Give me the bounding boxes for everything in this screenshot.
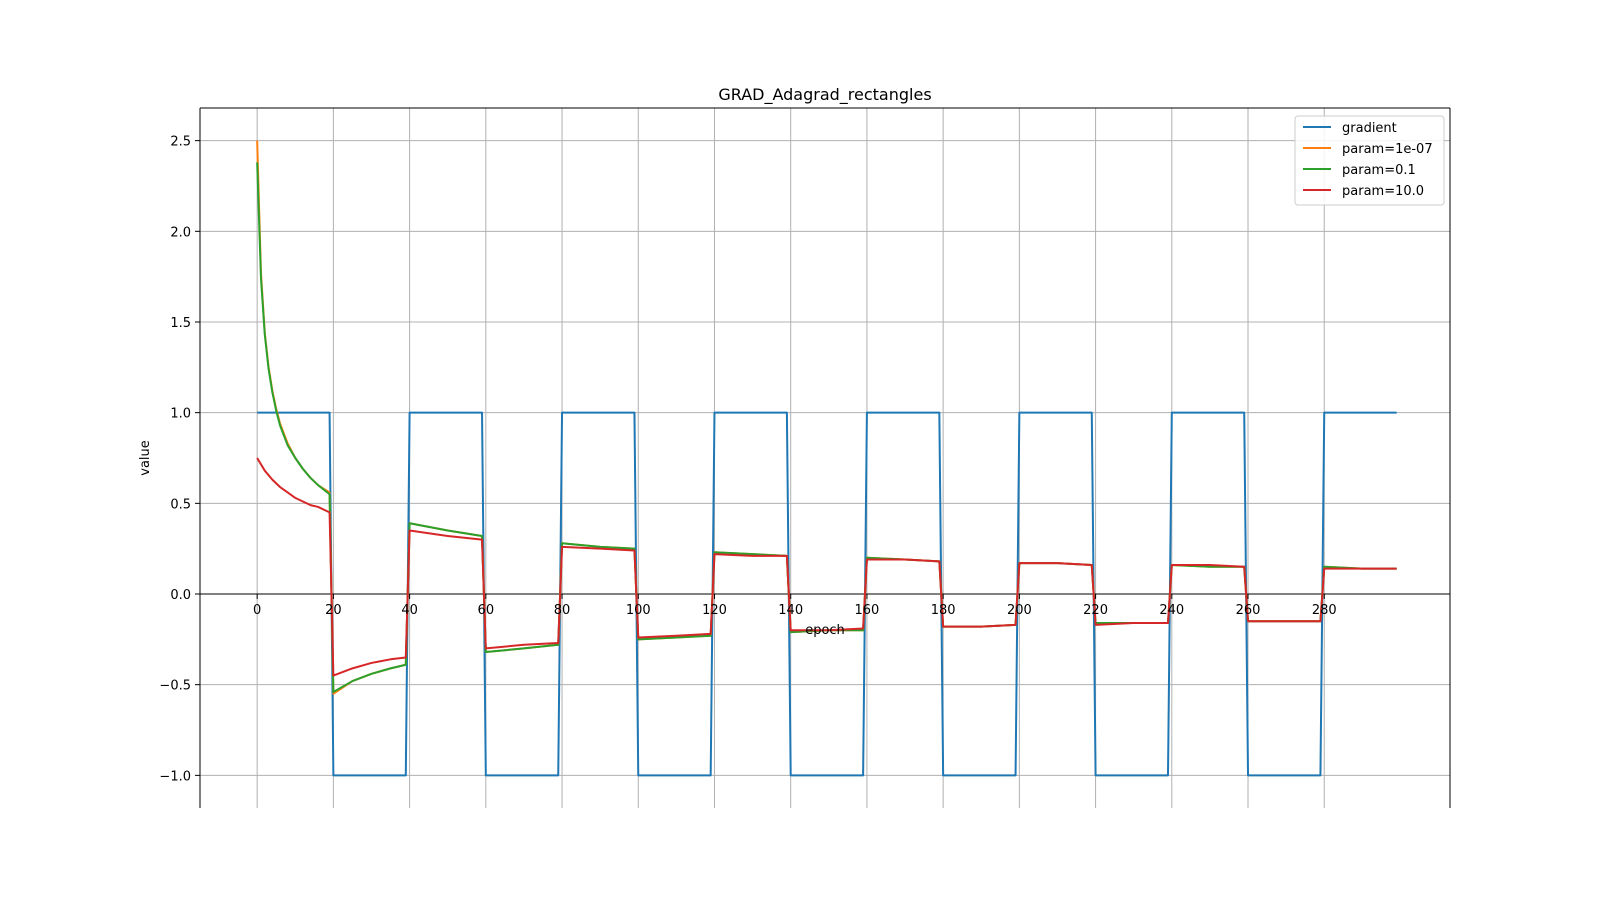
x-tick-label: 240 xyxy=(1159,603,1184,618)
y-axis-label: value xyxy=(138,440,153,476)
x-axis-label: epoch xyxy=(805,623,845,638)
x-tick-label: 100 xyxy=(626,603,651,618)
y-tick-label: 1.5 xyxy=(170,316,191,331)
chart-title: GRAD_Adagrad_rectangles xyxy=(718,85,931,105)
x-tick-label: 0 xyxy=(253,603,261,618)
x-tick-label: 220 xyxy=(1083,603,1108,618)
y-tick-label: 2.0 xyxy=(170,225,191,240)
x-tick-label: 260 xyxy=(1236,603,1261,618)
x-tick-label: 280 xyxy=(1312,603,1337,618)
y-tick-label: −0.5 xyxy=(159,679,191,694)
series-line-3 xyxy=(256,457,1397,677)
plot-lines xyxy=(256,140,1397,777)
y-tick-label: 0.0 xyxy=(170,588,191,603)
x-tick-label: 140 xyxy=(778,603,803,618)
x-ticks: 0 20 40 60 80 100 120 140 160 180 200 220 240 260 280 xyxy=(253,594,1337,618)
axes-frame xyxy=(199,107,1451,808)
series-line-0 xyxy=(257,411,1397,777)
y-ticks: −1.0 −0.5 0.0 0.5 1.0 1.5 2.0 2.5 xyxy=(159,135,200,784)
legend-label: param=1e-07 xyxy=(1342,142,1433,157)
x-tick-label: 80 xyxy=(554,603,571,618)
x-tick-label: 200 xyxy=(1007,603,1032,618)
x-tick-label: 20 xyxy=(325,603,342,618)
y-tick-label: 1.0 xyxy=(170,407,191,422)
x-tick-label: 60 xyxy=(478,603,495,618)
x-tick-label: 120 xyxy=(702,603,727,618)
x-tick-label: 160 xyxy=(855,603,880,618)
x-tick-label: 180 xyxy=(931,603,956,618)
legend-label: gradient xyxy=(1342,121,1397,136)
legend-label: param=0.1 xyxy=(1342,163,1416,178)
y-tick-label: −1.0 xyxy=(159,769,191,784)
y-tick-label: 0.5 xyxy=(170,497,191,512)
x-tick-label: 40 xyxy=(401,603,418,618)
legend: gradient param=1e-07 param=0.1 param=10.0 xyxy=(1294,115,1445,206)
y-tick-label: 2.5 xyxy=(170,135,191,150)
legend-label: param=10.0 xyxy=(1342,184,1424,199)
legend-box xyxy=(1294,115,1445,206)
